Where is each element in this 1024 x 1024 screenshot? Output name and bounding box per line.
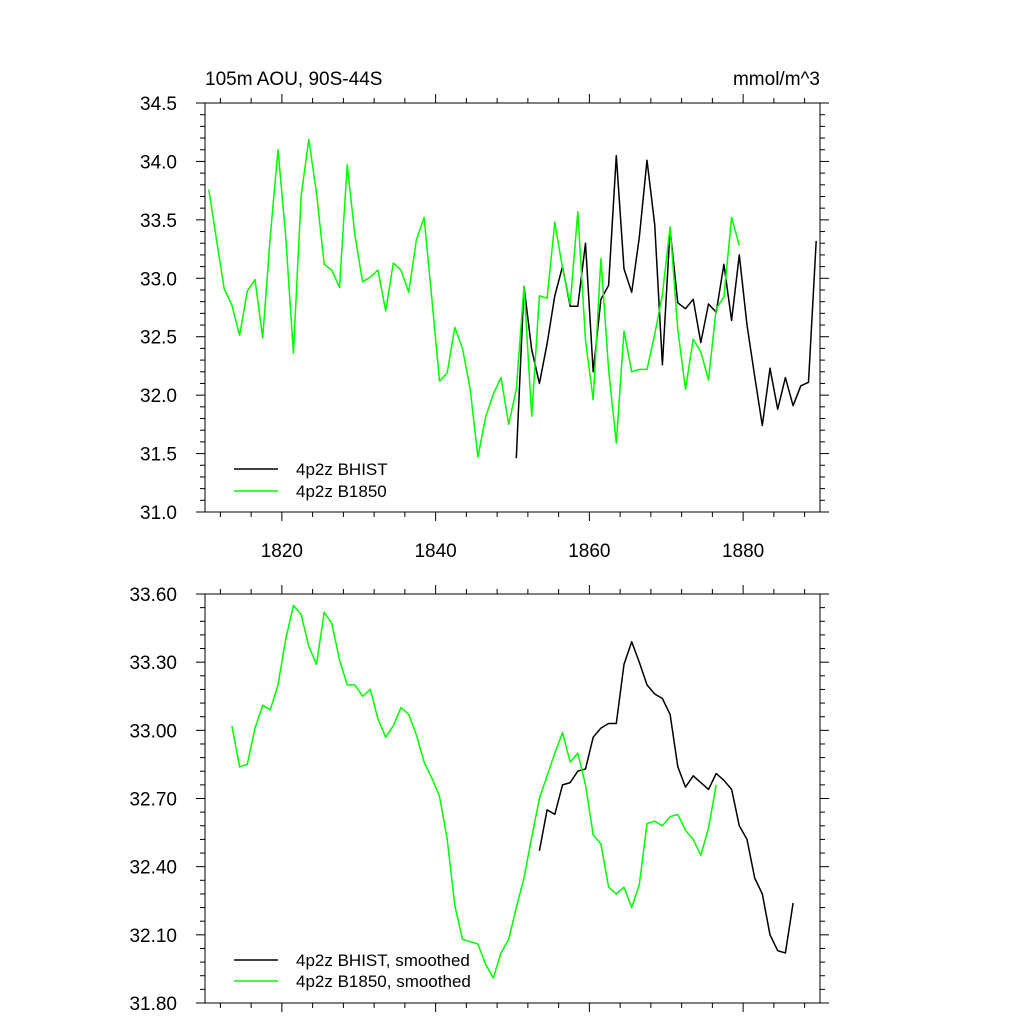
panel-top-title-right: mmol/m^3 <box>733 69 820 90</box>
panel-top-title-left: 105m AOU, 90S-44S <box>205 69 382 90</box>
panel-top-frame <box>204 102 821 513</box>
y-tick-label: 31.80 <box>129 994 177 1015</box>
y-tick-label: 34.0 <box>140 152 177 173</box>
y-tick-label: 33.5 <box>140 211 177 232</box>
y-tick-label: 34.5 <box>140 94 177 115</box>
series-line-4p2z-b1850-smoothed <box>231 604 717 979</box>
panel-bottom-ticks: 31.80 32.10 32.40 32.70 33.00 33.30 33.60 <box>129 585 829 1015</box>
y-tick-label: 33.30 <box>129 653 177 674</box>
y-tick-label: 33.0 <box>140 269 177 290</box>
legend-label-b1850-smoothed: 4p2z B1850, smoothed <box>296 972 471 991</box>
x-tick-label: 1820 <box>261 541 303 562</box>
y-tick-label: 32.40 <box>129 858 177 879</box>
panel-top-ticks: 1820 1840 1860 1880 31.0 31.5 32.0 32.5 33.0 33.5… <box>140 94 829 562</box>
y-tick-label: 31.0 <box>140 503 177 524</box>
x-tick-label: 1860 <box>568 541 610 562</box>
series-line-4p2z-bhist <box>515 154 817 459</box>
legend-label-bhist-smoothed: 4p2z BHIST, smoothed <box>296 951 470 970</box>
panel-bottom-frame <box>204 593 821 1004</box>
panel-bottom-legend: 4p2z BHIST, smoothed 4p2z B1850, smoothe… <box>234 951 471 991</box>
y-tick-label: 32.70 <box>129 790 177 811</box>
x-tick-label: 1840 <box>414 541 456 562</box>
legend-label-b1850: 4p2z B1850 <box>296 482 387 501</box>
legend-label-bhist: 4p2z BHIST <box>296 460 388 479</box>
series-line-4p2z-b1850 <box>208 138 741 458</box>
x-tick-label: 1880 <box>722 541 764 562</box>
y-tick-label: 33.00 <box>129 721 177 742</box>
panel-top: 105m AOU, 90S-44S mmol/m^3 1820 1840 1860 1… <box>140 69 829 562</box>
y-tick-label: 31.5 <box>140 445 177 466</box>
panel-bottom: 31.80 32.10 32.40 32.70 33.00 33.30 33.60 4p2z… <box>129 585 829 1015</box>
y-tick-label: 32.5 <box>140 328 177 349</box>
panel-top-series <box>208 138 817 459</box>
y-tick-label: 32.10 <box>129 926 177 947</box>
panel-bottom-series <box>231 604 794 979</box>
y-tick-label: 33.60 <box>129 585 177 606</box>
y-tick-label: 32.0 <box>140 386 177 407</box>
series-line-4p2z-bhist-smoothed <box>538 640 794 954</box>
panel-top-legend: 4p2z BHIST 4p2z B1850 <box>234 460 388 501</box>
